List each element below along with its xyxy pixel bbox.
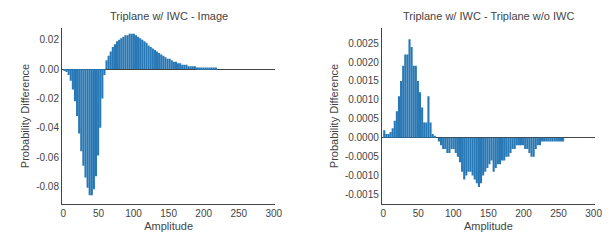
svg-text:-0.04: -0.04	[36, 122, 59, 133]
svg-text:Triplane w/ IWC - Triplane w/o: Triplane w/ IWC - Triplane w/o IWC	[403, 10, 574, 22]
svg-text:300: 300	[585, 208, 602, 219]
svg-text:200: 200	[515, 208, 532, 219]
svg-text:50: 50	[413, 208, 425, 219]
svg-text:0: 0	[380, 208, 386, 219]
svg-text:Probability Difference: Probability Difference	[19, 64, 31, 168]
svg-text:0: 0	[61, 208, 67, 219]
svg-text:-0.0010: -0.0010	[345, 170, 379, 181]
svg-text:250: 250	[230, 208, 247, 219]
svg-text:0.00: 0.00	[40, 64, 60, 75]
svg-text:0.0020: 0.0020	[348, 57, 379, 68]
svg-text:0.0010: 0.0010	[348, 94, 379, 105]
svg-text:0.0025: 0.0025	[348, 38, 379, 49]
svg-text:-0.0005: -0.0005	[345, 151, 379, 162]
svg-text:100: 100	[445, 208, 462, 219]
svg-text:-0.02: -0.02	[36, 93, 59, 104]
svg-text:200: 200	[195, 208, 212, 219]
svg-text:100: 100	[125, 208, 142, 219]
svg-text:0.0005: 0.0005	[348, 113, 379, 124]
svg-text:150: 150	[160, 208, 177, 219]
svg-text:0.02: 0.02	[40, 34, 60, 45]
svg-text:Triplane w/ IWC - Image: Triplane w/ IWC - Image	[110, 10, 228, 22]
svg-text:Amplitude: Amplitude	[144, 220, 193, 232]
svg-text:150: 150	[480, 208, 497, 219]
svg-text:-0.08: -0.08	[36, 181, 59, 192]
svg-text:-0.0015: -0.0015	[345, 189, 379, 200]
svg-text:300: 300	[265, 208, 282, 219]
svg-text:-0.06: -0.06	[36, 152, 59, 163]
svg-text:Probability Difference: Probability Difference	[328, 64, 340, 168]
svg-text:0.0015: 0.0015	[348, 75, 379, 86]
svg-text:250: 250	[550, 208, 567, 219]
svg-text:0.0000: 0.0000	[348, 132, 379, 143]
svg-text:50: 50	[93, 208, 105, 219]
svg-text:Amplitude: Amplitude	[464, 220, 513, 232]
